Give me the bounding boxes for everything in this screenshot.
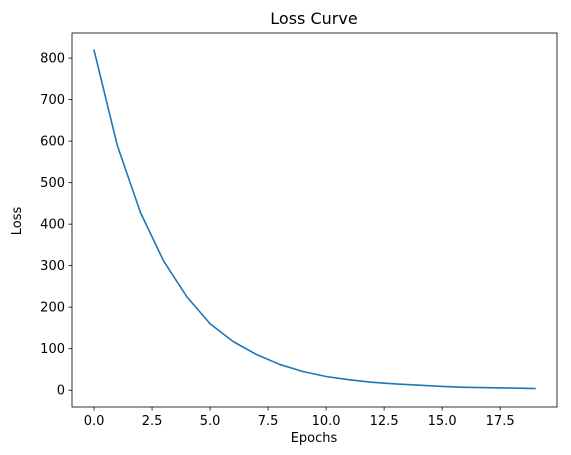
y-tick-label: 200 [40, 301, 65, 316]
x-tick-label: 7.5 [258, 414, 279, 429]
x-tick-label: 2.5 [142, 414, 163, 429]
x-tick-label: 17.5 [486, 414, 515, 429]
chart-title: Loss Curve [270, 9, 357, 28]
y-tick-label: 700 [40, 93, 65, 108]
x-tick-label: 0.0 [84, 414, 105, 429]
y-axis-label: Loss [10, 207, 25, 236]
y-tick-label: 400 [40, 218, 65, 233]
y-tick-label: 800 [40, 52, 65, 67]
y-tick-label: 100 [40, 342, 65, 357]
axes-frame [71, 32, 558, 408]
y-tick-label: 300 [40, 259, 65, 274]
x-axis-label: Epochs [291, 431, 338, 446]
x-tick-label: 10.0 [312, 414, 341, 429]
plot-area: 0.0 2.5 5.0 7.5 10.0 12.5 15.0 17.5 0 100 200 300 40… [40, 32, 558, 429]
loss-series-line [93, 49, 536, 390]
y-tick-label: 600 [40, 135, 65, 150]
y-tick-label: 0 [57, 384, 65, 399]
x-tick-label: 5.0 [200, 414, 221, 429]
x-tick-label: 15.0 [428, 414, 457, 429]
y-tick-label: 500 [40, 176, 65, 191]
x-tick-label: 12.5 [370, 414, 399, 429]
